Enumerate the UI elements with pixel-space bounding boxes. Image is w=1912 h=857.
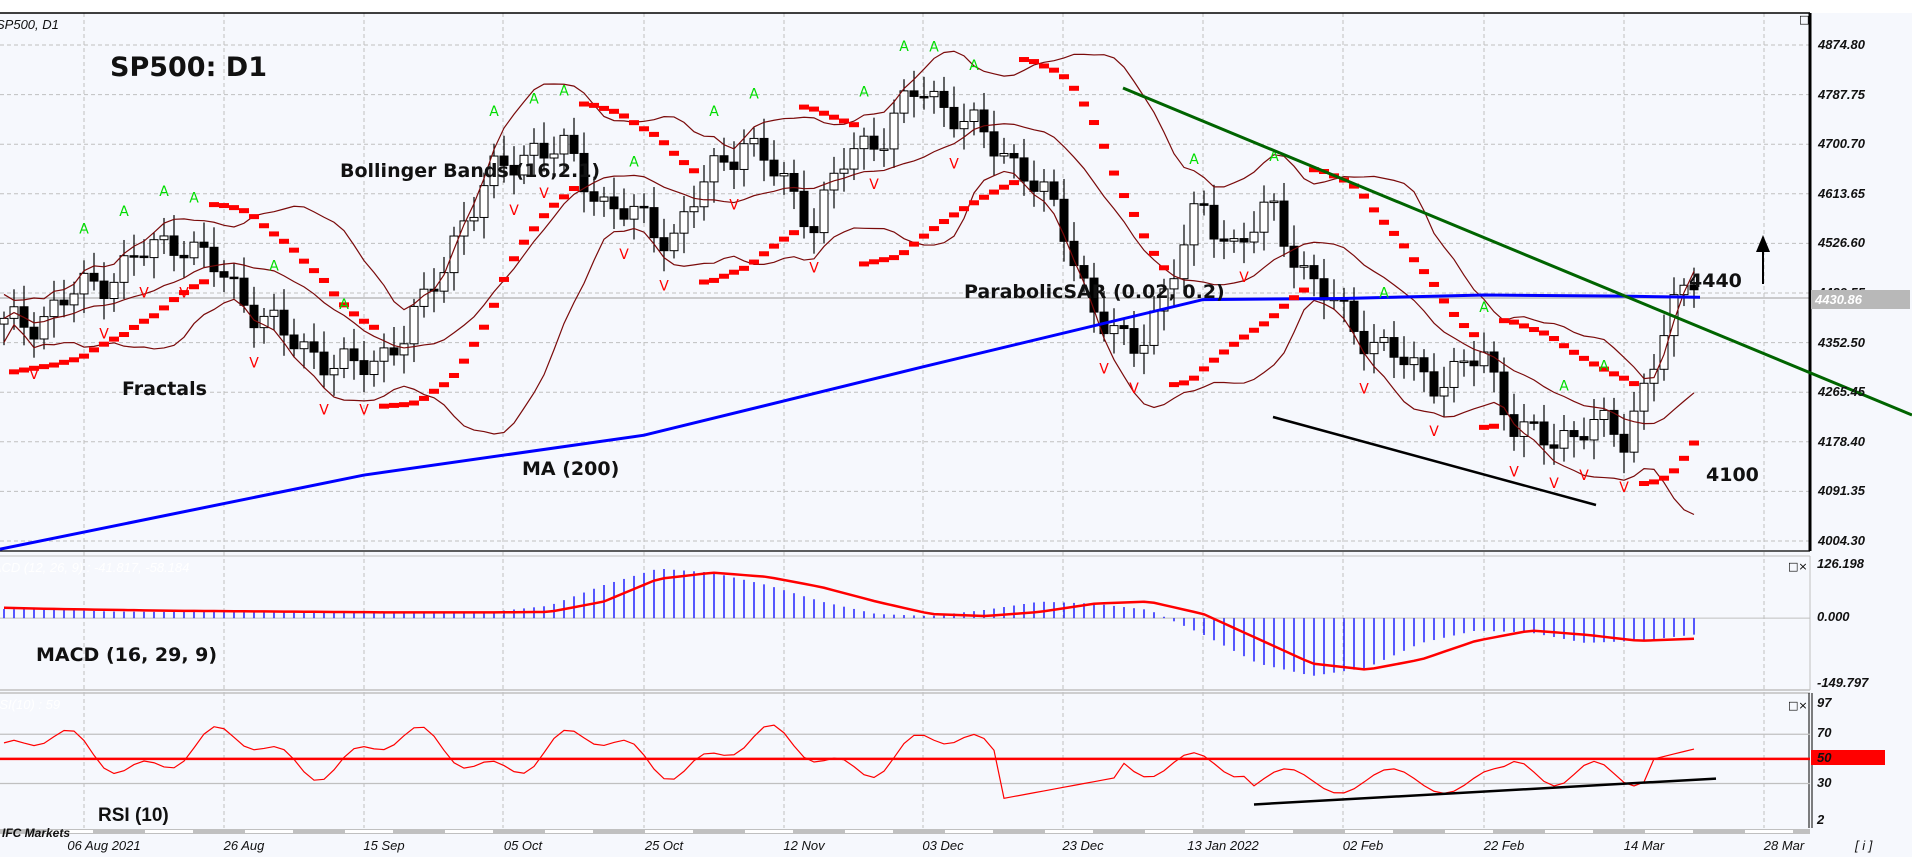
- chart-title: SP500: D1: [110, 52, 267, 83]
- date-tick: 23 Dec: [1062, 838, 1104, 853]
- svg-text:V: V: [729, 197, 739, 213]
- scroll-info-button[interactable]: [ i ]: [1855, 838, 1873, 853]
- date-tick: 14 Mar: [1623, 838, 1665, 853]
- svg-text:A: A: [1599, 359, 1609, 375]
- svg-text:V: V: [659, 279, 669, 295]
- svg-text:A: A: [1479, 300, 1489, 316]
- svg-text:V: V: [1579, 468, 1589, 484]
- svg-text:A: A: [159, 184, 169, 200]
- svg-text:V: V: [1129, 381, 1139, 397]
- svg-text:V: V: [509, 203, 519, 219]
- price-tick: 4265.45: [1818, 384, 1865, 400]
- price-tick: 4787.75: [1818, 86, 1865, 102]
- rsi-header-values: RSI(10) : 59: [0, 697, 61, 712]
- date-tick: 02 Feb: [1342, 838, 1384, 853]
- psar-label: ParabolicSAR (0.02, 0.2): [964, 281, 1225, 303]
- rsi-tick: 70: [1817, 725, 1832, 741]
- svg-text:V: V: [1359, 382, 1369, 398]
- svg-text:A: A: [559, 83, 569, 99]
- svg-text:A: A: [489, 104, 499, 120]
- price-tick: 4613.65: [1818, 185, 1865, 201]
- svg-text:A: A: [749, 87, 759, 103]
- bollinger-label: Bollinger Bands (16,2.1): [340, 160, 601, 182]
- svg-text:V: V: [179, 286, 189, 302]
- svg-text:A: A: [119, 204, 129, 220]
- main-pane-maximize-button[interactable]: □: [1799, 13, 1810, 26]
- svg-text:V: V: [1509, 464, 1519, 480]
- svg-text:A: A: [929, 40, 939, 56]
- svg-text:V: V: [249, 356, 259, 372]
- price-tick: 4874.80: [1818, 37, 1865, 52]
- price-tick: 4700.70: [1818, 136, 1865, 152]
- date-tick: 12 Nov: [783, 838, 825, 853]
- svg-text:A: A: [189, 190, 199, 206]
- fractals: V A V A V A V A V A V A V A V A V A V A V A V A V A V A A V A V V A V A V A V A…: [29, 39, 1629, 496]
- svg-text:V: V: [1099, 361, 1109, 377]
- rsi-label: RSI (10): [98, 805, 169, 826]
- price-tick: 4178.40: [1818, 433, 1865, 449]
- macd-label: MACD (16, 29, 9): [36, 644, 218, 666]
- svg-text:A: A: [969, 58, 979, 74]
- svg-text:V: V: [809, 260, 819, 276]
- date-tick: 06 Aug 2021: [67, 838, 141, 853]
- symbol-timeframe-label: SP500, D1: [0, 17, 59, 32]
- price-tick: 4004.30: [1818, 533, 1865, 548]
- svg-text:V: V: [319, 403, 329, 419]
- svg-text:A: A: [629, 155, 639, 171]
- macd-header-values: MACD (12, 26, 9) : -41.817, -58.184: [0, 560, 190, 575]
- svg-text:A: A: [269, 258, 279, 274]
- rsi-tick: 97: [1817, 695, 1832, 710]
- svg-text:A: A: [529, 91, 539, 107]
- date-tick: 05 Oct: [503, 838, 543, 853]
- macd-tick: -149.797: [1817, 675, 1869, 690]
- svg-text:V: V: [1239, 270, 1249, 286]
- svg-text:A: A: [859, 84, 869, 100]
- svg-text:V: V: [539, 186, 549, 202]
- svg-text:V: V: [1429, 424, 1439, 440]
- svg-text:A: A: [79, 221, 89, 237]
- svg-text:A: A: [1379, 286, 1389, 302]
- svg-text:A: A: [339, 297, 349, 313]
- macd-pane-buttons[interactable]: □×: [1788, 560, 1808, 573]
- date-tick: 03 Dec: [922, 838, 964, 853]
- svg-text:A: A: [1269, 149, 1279, 165]
- svg-text:A: A: [899, 39, 909, 55]
- macd-tick: 0.000: [1817, 609, 1850, 625]
- date-tick: 26 Aug: [223, 838, 265, 853]
- svg-text:A: A: [1189, 152, 1199, 168]
- fractals-label: Fractals: [122, 378, 207, 400]
- rsi-tick: 30: [1817, 774, 1832, 790]
- svg-text:V: V: [1549, 476, 1559, 492]
- svg-text:V: V: [1619, 480, 1629, 496]
- rsi-tick: 50: [1811, 749, 1885, 765]
- svg-text:V: V: [869, 177, 879, 193]
- rsi-pane-buttons[interactable]: □×: [1788, 699, 1808, 712]
- svg-text:V: V: [619, 247, 629, 263]
- current-price-label: 4430.86: [1811, 290, 1910, 309]
- date-tick: 13 Jan 2022: [1187, 838, 1259, 853]
- support-level-label: 4100: [1706, 464, 1759, 486]
- date-tick: 22 Feb: [1483, 838, 1525, 853]
- candles: [0, 70, 1699, 474]
- svg-text:A: A: [1559, 379, 1569, 395]
- rsi-tick: 2: [1817, 812, 1825, 827]
- resistance-level-label: 4440: [1689, 270, 1742, 292]
- ma200-label: MA (200): [522, 458, 620, 480]
- price-tick: 4352.50: [1818, 334, 1865, 350]
- watermark: IFC Markets: [2, 826, 71, 840]
- svg-text:V: V: [29, 367, 39, 383]
- date-tick: 15 Sep: [363, 838, 405, 853]
- svg-text:V: V: [359, 402, 369, 418]
- svg-text:A: A: [709, 104, 719, 120]
- svg-text:V: V: [139, 285, 149, 301]
- svg-text:V: V: [949, 157, 959, 173]
- price-tick: 4526.60: [1818, 235, 1865, 251]
- date-tick: 25 Oct: [644, 838, 684, 853]
- price-tick: 4091.35: [1818, 483, 1865, 499]
- date-tick: 28 Mar: [1763, 838, 1805, 853]
- svg-text:V: V: [99, 326, 109, 342]
- macd-tick: 126.198: [1817, 556, 1864, 571]
